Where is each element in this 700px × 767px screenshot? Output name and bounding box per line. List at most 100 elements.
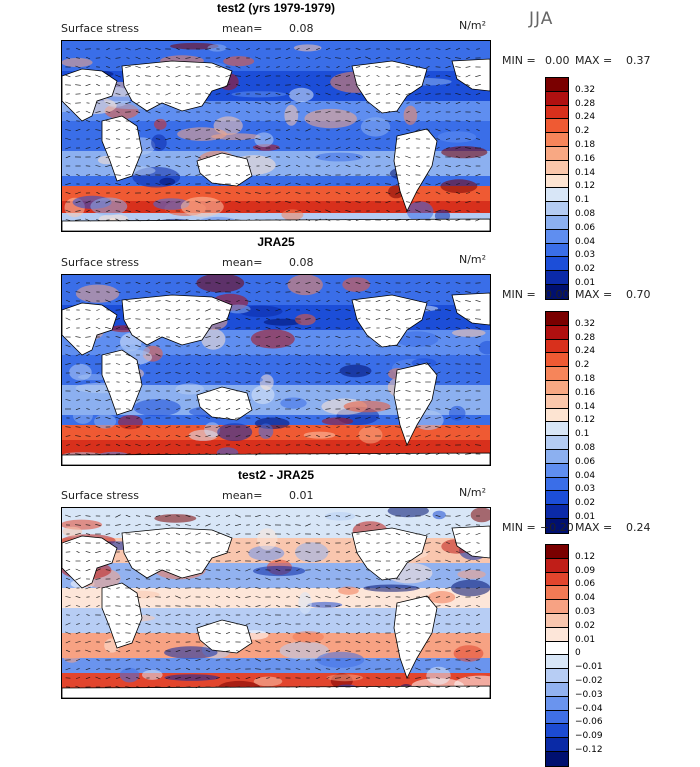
colorbar-swatch [546,92,568,106]
panel-2-units: N/m² [459,253,486,266]
colorbar-swatch [546,752,568,766]
panel-1-map-svg [62,41,490,231]
colorbar-swatch [546,340,568,354]
colorbar-swatch [546,655,568,669]
colorbar-swatch [546,78,568,92]
colorbar-swatch [546,175,568,189]
field-blob [338,587,359,595]
colorbar-tick-label: −0.12 [575,745,603,755]
colorbar-tick-label: 0.01 [575,278,595,288]
colorbar-swatch [546,216,568,230]
field-blob [189,430,218,441]
colorbar-swatch [546,491,568,505]
field-blob [266,593,294,604]
colorbar-tick-label: 0.16 [575,154,595,164]
colorbar-swatch [546,409,568,423]
colorbar-swatch [546,395,568,409]
panel-1-colorbar [545,77,569,300]
field-blob [454,645,484,661]
colorbar-swatch [546,559,568,573]
colorbar-swatch [546,119,568,133]
panel-1-mean-value: 0.08 [289,22,314,35]
colorbar-tick-label: 0.1 [575,429,589,439]
colorbar-tick-label: −0.04 [575,704,603,714]
field-blob [181,197,224,217]
colorbar-swatch [546,505,568,519]
colorbar-tick-label: 0.24 [575,346,595,356]
field-blob [295,314,316,325]
colorbar-swatch [546,271,568,285]
field-blob [208,44,227,51]
colorbar-tick-label: −0.06 [575,717,603,727]
colorbar-tick-label: 0.12 [575,415,595,425]
field-blob [361,117,390,136]
panel-1-min-label: MIN = [502,54,536,67]
colorbar-swatch [546,614,568,628]
panel-3-map-svg [62,508,490,698]
panel-2-title: JRA25 [126,235,426,249]
land-mass [62,219,490,231]
colorbar-tick-label: 0.08 [575,443,595,453]
colorbar-swatch [546,586,568,600]
panel-3-colorbar [545,544,569,767]
colorbar-tick-label: 0.02 [575,264,595,274]
field-blob [342,277,370,292]
panel-3-title: test2 - JRA25 [126,468,426,482]
field-blob [281,209,303,220]
colorbar-swatch [546,367,568,381]
colorbar-tick-label: −0.09 [575,731,603,741]
panel-3-min-value: −0.20 [540,521,574,534]
field-blob [298,592,311,614]
colorbar-swatch [546,381,568,395]
panel-1-map [61,40,491,232]
colorbar-swatch [546,353,568,367]
panel-2-variable: Surface stress [61,256,139,269]
field-blob [340,365,372,378]
panel-3-mean-label: mean= [222,489,262,502]
colorbar-swatch [546,669,568,683]
field-blob [433,511,446,520]
field-blob [315,153,363,162]
field-blob [254,132,273,147]
field-blob [69,364,92,381]
field-blob [93,430,137,437]
field-blob [90,198,127,216]
colorbar-swatch [546,738,568,752]
panel-2-max-label: MAX = [575,288,612,301]
colorbar-tick-label: −0.01 [575,662,603,672]
field-blob [214,375,263,385]
field-blob [251,329,295,348]
panel-3-units: N/m² [459,486,486,499]
season-label: JJA [529,9,553,29]
colorbar-tick-label: 0.14 [575,402,595,412]
colorbar-swatch [546,188,568,202]
colorbar-tick-label: 0.06 [575,579,595,589]
field-blob [284,105,298,126]
colorbar-swatch [546,724,568,738]
colorbar-tick-label: 0.06 [575,223,595,233]
colorbar-tick-label: 0.24 [575,112,595,122]
colorbar-tick-label: 0.32 [575,319,595,329]
panel-3-variable: Surface stress [61,489,139,502]
colorbar-swatch [546,711,568,725]
field-blob [175,383,204,394]
field-blob [307,602,342,608]
colorbar-swatch [546,436,568,450]
colorbar-swatch [546,161,568,175]
colorbar-tick-label: 0.06 [575,457,595,467]
colorbar-swatch [546,202,568,216]
colorbar-tick-label: 0.12 [575,552,595,562]
panel-2-colorbar [545,311,569,534]
colorbar-tick-label: 0.09 [575,566,595,576]
field-blob [120,668,140,683]
colorbar-tick-label: 0.14 [575,168,595,178]
field-blob [289,88,314,102]
colorbar-tick-label: 0.18 [575,374,595,384]
colorbar-tick-label: 0.04 [575,237,595,247]
colorbar-tick-label: 0.02 [575,621,595,631]
panel-3-max-label: MAX = [575,521,612,534]
colorbar-swatch [546,628,568,642]
panel-1-mean-label: mean= [222,22,262,35]
colorbar-swatch [546,697,568,711]
colorbar-tick-label: 0.32 [575,85,595,95]
